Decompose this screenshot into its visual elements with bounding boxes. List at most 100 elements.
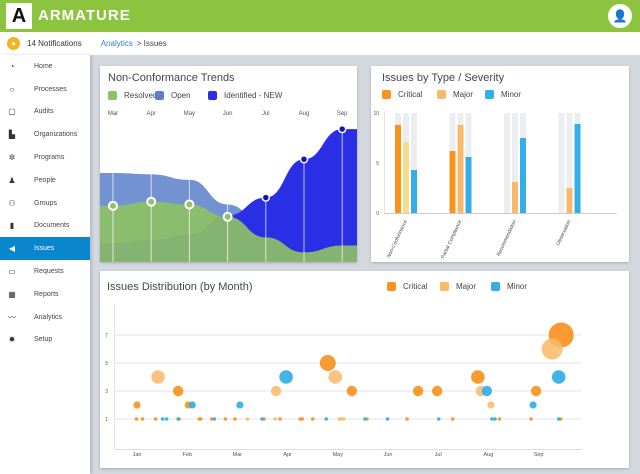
bar-track (411, 113, 417, 213)
bubble-critical (319, 355, 336, 371)
sidebar-item-label: Groups (34, 199, 57, 207)
analytics-icon: 〰 (8, 312, 16, 322)
legend-label: Resolved (124, 91, 158, 100)
x-tick-label: Sep (534, 452, 544, 458)
bubble-major (270, 385, 282, 397)
legend-item[interactable]: Minor (491, 282, 527, 291)
sidebar-item-people[interactable]: ♟ People (0, 169, 90, 192)
legend-label: Minor (501, 90, 522, 99)
bubble-critical (134, 417, 139, 421)
legend-item[interactable]: Critical (387, 282, 427, 291)
bubble-major (487, 401, 495, 409)
bar-track (504, 113, 510, 213)
sidebar-item-issues[interactable]: ◀ Issues (0, 237, 90, 261)
legend-swatch (440, 282, 449, 291)
bubble-major (273, 417, 277, 421)
x-tick-label: Apr (283, 452, 292, 458)
data-point (337, 124, 347, 134)
legend-item[interactable]: Open (155, 91, 191, 100)
bar-minor (574, 124, 581, 213)
sidebar-item-organizations[interactable]: ▙ Organizations (0, 123, 90, 146)
sidebar-item-label: Setup (34, 336, 53, 344)
subheader: ● 14 Notifications Analytics > Issues (0, 32, 640, 55)
sidebar-item-reports[interactable]: ▦ Reports (0, 283, 90, 306)
issues-icon: ◀ (8, 244, 16, 254)
y-tick-label: 1 (105, 417, 108, 423)
bar-minor (520, 138, 526, 213)
sidebar-item-label: Processes (34, 85, 67, 93)
sidebar-item-groups[interactable]: ⚇ Groups (0, 192, 90, 215)
sidebar-item-label: Requests (34, 268, 64, 276)
legend-swatch (491, 282, 500, 291)
home-icon: ◔ (9, 61, 15, 71)
type-severity-card: Issues by Type / Severity Critical Major M… (371, 66, 629, 262)
armature-logo[interactable]: A (6, 3, 32, 29)
sidebar-item-documents[interactable]: ▮ Documents (0, 215, 90, 238)
sidebar-item-analytics[interactable]: 〰 Analytics (0, 306, 90, 329)
bubble-critical (431, 385, 443, 397)
user-menu-icon[interactable]: 👤 (608, 4, 632, 28)
x-tick-label: May (333, 452, 344, 458)
legend-item[interactable]: Minor (485, 90, 521, 99)
bubble-chart: 1 3 5 7 Jan Feb Mar Apr May Jun Jul Aug Sep (105, 304, 582, 458)
bar-major (512, 182, 518, 213)
legend-item[interactable]: Critical (382, 90, 422, 99)
x-tick-label: Mar (233, 452, 243, 458)
bubble-minor (212, 417, 217, 421)
bar-critical (395, 125, 401, 213)
sidebar-item-label: Reports (34, 290, 59, 298)
bell-icon[interactable]: ● (7, 37, 20, 50)
legend-item[interactable]: Major (437, 90, 473, 99)
bubble-critical (172, 385, 184, 397)
legend-label: Critical (403, 282, 428, 291)
sidebar-item-processes[interactable]: ○ Processes (0, 78, 90, 101)
y-tick-label: 7 (105, 333, 108, 339)
legend-label: Major (453, 90, 474, 99)
sidebar-item-home[interactable]: ◔ Home (0, 55, 90, 78)
breadcrumb-analytics[interactable]: Analytics (100, 39, 133, 48)
trends-card: Non-Conformance Trends Resolved Open Ident… (100, 66, 357, 262)
sidebar-item-programs[interactable]: ✲ Programs (0, 146, 90, 169)
groups-icon: ⚇ (8, 198, 16, 208)
data-point (184, 199, 195, 210)
legend-label: Major (456, 282, 477, 291)
x-tick-label: Apr (147, 111, 156, 117)
bubble-critical (529, 417, 533, 421)
bubble-minor (551, 370, 566, 384)
bubble-minor (160, 417, 165, 421)
bubble-minor (556, 417, 561, 421)
bubble-minor (236, 401, 244, 409)
organizations-icon: ▙ (8, 130, 16, 140)
legend-swatch (208, 91, 217, 100)
sidebar-item-audits[interactable]: ▢ Audits (0, 101, 90, 124)
bar-track (566, 113, 573, 213)
bubble-minor (324, 417, 329, 421)
bubble-critical (198, 417, 203, 421)
x-tick-label: Sep (337, 111, 348, 117)
y-tick-label: 3 (105, 389, 108, 395)
bubble-critical (450, 417, 455, 421)
x-tick-label: Non-Conformance (386, 219, 409, 259)
bubble-critical (310, 417, 315, 421)
legend-swatch (387, 282, 396, 291)
y-tick-label: 0 (376, 211, 379, 217)
notifications-link[interactable]: 14 Notifications (27, 39, 82, 48)
x-tick-label: Feb (182, 452, 191, 458)
legend-item[interactable]: Identified - NEW (208, 91, 282, 100)
bar-major (457, 125, 464, 213)
bar-track (512, 113, 518, 213)
legend-item[interactable]: Resolved (108, 91, 157, 100)
sidebar-item-label: Home (34, 62, 53, 70)
sidebar-item-label: Documents (34, 222, 70, 230)
top-bar: A ARMATURE 👤 (0, 0, 640, 32)
legend-label: Minor (507, 282, 528, 291)
legend-item[interactable]: Major (440, 282, 476, 291)
card-title: Issues by Type / Severity (382, 72, 505, 84)
x-tick-label: Aug (299, 111, 310, 117)
sidebar-item-label: Organizations (34, 131, 78, 139)
bubble-critical (530, 385, 542, 397)
sidebar-item-requests[interactable]: ▭ Requests (0, 260, 90, 283)
sidebar-item-setup[interactable]: ✹ Setup (0, 329, 90, 352)
legend-swatch (437, 90, 446, 99)
bubble-critical (133, 401, 141, 409)
